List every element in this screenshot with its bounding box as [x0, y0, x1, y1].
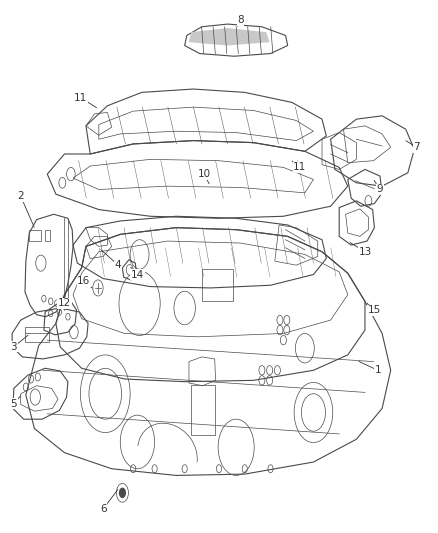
Text: 9: 9 — [377, 184, 383, 195]
Text: 4: 4 — [115, 260, 121, 270]
Text: 11: 11 — [293, 163, 306, 172]
Text: 8: 8 — [237, 15, 244, 25]
Text: 14: 14 — [131, 270, 144, 279]
Polygon shape — [189, 28, 270, 45]
Text: 5: 5 — [11, 399, 17, 409]
Text: 3: 3 — [11, 342, 17, 352]
Text: 6: 6 — [100, 504, 106, 514]
Text: 7: 7 — [413, 142, 420, 152]
Text: 15: 15 — [368, 305, 381, 315]
Text: 10: 10 — [198, 169, 211, 179]
Text: 13: 13 — [358, 247, 371, 257]
Text: 12: 12 — [58, 298, 71, 308]
Circle shape — [120, 488, 125, 497]
Text: 16: 16 — [77, 276, 90, 286]
Text: 11: 11 — [74, 93, 88, 103]
Text: 2: 2 — [18, 191, 24, 201]
Text: 1: 1 — [374, 365, 381, 375]
